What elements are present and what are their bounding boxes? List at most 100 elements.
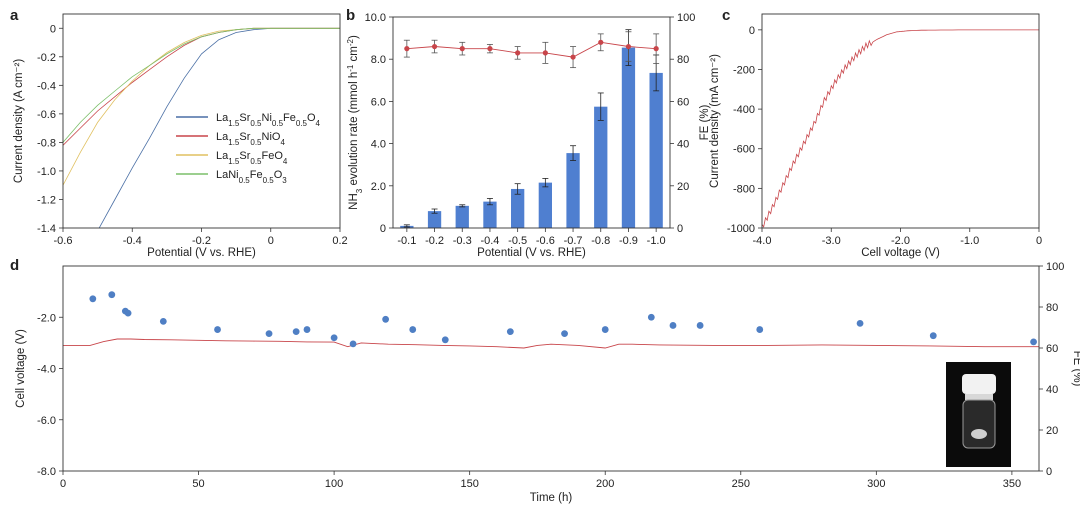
panel-b-ylabel-part-0: NH bbox=[348, 193, 360, 210]
panel-a-legend-label-2: La1.5Sr0.5FeO4 bbox=[216, 150, 288, 166]
panel-a-legend-label-1: La1.5Sr0.5NiO4 bbox=[216, 131, 285, 147]
panel-b-fe-point bbox=[515, 50, 521, 56]
panel-b-bar bbox=[511, 188, 525, 228]
panel-b-bar bbox=[455, 205, 469, 228]
panel-b-bar bbox=[538, 182, 552, 228]
panel-d-xtick-label: 200 bbox=[596, 478, 614, 490]
panel-c-xtick-label: 0 bbox=[1036, 235, 1042, 247]
panel-a-legend-label-2-part-0: La bbox=[216, 150, 229, 162]
panel-d-ytick-label: -4.0 bbox=[37, 364, 56, 376]
panel-a-legend-label-0-part-4: Ni bbox=[262, 112, 272, 124]
panel-a-ytick-label: -0.8 bbox=[37, 137, 56, 149]
panel-b-right-ytick-label: 20 bbox=[677, 181, 689, 193]
panel-b-right-ytick-label: 0 bbox=[677, 223, 683, 235]
panel-label-b: b bbox=[346, 7, 355, 24]
panel-a-line-1 bbox=[63, 27, 340, 146]
panel-b-bar bbox=[566, 153, 580, 228]
panel-a-ytick-label: -0.2 bbox=[37, 52, 56, 64]
panel-d-xtick-label: 0 bbox=[60, 478, 66, 490]
panel-a-ytick-label: -1.0 bbox=[37, 166, 56, 178]
panel-a-legend-label-2-part-2: Sr bbox=[239, 150, 250, 162]
panel-a-legend-label-0-part-2: Sr bbox=[239, 112, 250, 124]
panel-c-ytick-label: 0 bbox=[749, 25, 755, 37]
panel-a-legend-label-0-part-7: 0.5 bbox=[296, 119, 308, 128]
panel-a-legend-label-1-part-2: Sr bbox=[239, 131, 250, 143]
panel-b-fe-point bbox=[459, 46, 465, 52]
panel-d-fe-point bbox=[382, 315, 390, 323]
panel-d-fe-point bbox=[349, 340, 357, 348]
panel-b-xtick-label: -0.6 bbox=[536, 235, 555, 247]
panel-a-legend-label-0-part-5: 0.5 bbox=[272, 119, 284, 128]
panel-b-xtick-label: -1.0 bbox=[647, 235, 666, 247]
panel-d-fe-point bbox=[159, 317, 167, 325]
panel-d-ylabel: Cell voltage (V) bbox=[15, 329, 27, 408]
panel-b-bar bbox=[649, 72, 663, 228]
panel-c-xtick-label: -1.0 bbox=[960, 235, 979, 247]
panel-d-xtick-label: 350 bbox=[1003, 478, 1021, 490]
panel-b-ylabel-part-2: evolution rate (mmol h bbox=[348, 72, 360, 189]
panel-a-ytick-label: -1.2 bbox=[37, 194, 56, 206]
panel-a-xtick-label: -0.6 bbox=[54, 235, 73, 247]
panel-c-xtick-label: -2.0 bbox=[891, 235, 910, 247]
panel-b-fe-point bbox=[404, 46, 410, 52]
panel-a-xtick-label: -0.4 bbox=[123, 235, 142, 247]
panel-a-legend-label-0-part-0: La bbox=[216, 112, 229, 124]
panel-b-bar bbox=[427, 211, 442, 228]
panel-b-fe-point bbox=[653, 46, 659, 52]
panel-b-fe-point bbox=[542, 50, 548, 56]
panel-b-xtick-label: -0.5 bbox=[508, 235, 527, 247]
panel-d-ytick-label: -8.0 bbox=[37, 466, 56, 478]
panel-b-ylabel-part-5: -2 bbox=[346, 38, 355, 46]
panel-d-fe-point bbox=[124, 309, 132, 317]
panel-d-right-ytick-label: 0 bbox=[1046, 466, 1052, 478]
panel-b-ytick-label: 2.0 bbox=[371, 181, 386, 193]
panel-a-xtick-label: 0 bbox=[268, 235, 274, 247]
panel-a-legend-label-0: La1.5Sr0.5Ni0.5Fe0.5O4 bbox=[216, 112, 321, 128]
panel-d-fe-point bbox=[330, 334, 338, 342]
panel-a-ytick-label: -1.4 bbox=[37, 223, 56, 235]
panel-a-legend-label-1-part-1: 1.5 bbox=[228, 138, 240, 147]
panel-b-ytick-label: 0 bbox=[380, 223, 386, 235]
panel-d-right-ytick-label: 100 bbox=[1046, 261, 1064, 273]
panel-d-fe-point bbox=[441, 336, 449, 344]
panel-c-ylabel: Current density (mA cm⁻²) bbox=[709, 54, 721, 188]
panel-a-chart: -0.6 -0.4 -0.2 0 0.2 -1.4 -1.2 -1.0 -0.8 -0.6 -0.4… bbox=[13, 13, 348, 259]
panel-c-line bbox=[762, 29, 1039, 228]
panel-d-xtick-label: 100 bbox=[325, 478, 343, 490]
panel-d-fe-point bbox=[89, 295, 97, 303]
panel-a-legend-label-0-part-9: 4 bbox=[316, 119, 321, 128]
panel-b-fe-point bbox=[598, 39, 604, 45]
panel-b-xtick-label: -0.9 bbox=[619, 235, 638, 247]
panel-b-xtick-label: -0.2 bbox=[425, 235, 444, 247]
panel-a-series bbox=[63, 27, 340, 228]
panel-a-legend-label-2-part-3: 0.5 bbox=[250, 157, 262, 166]
panel-d-fe-point bbox=[601, 326, 609, 333]
panel-c-ytick-label: -200 bbox=[733, 64, 755, 76]
panel-b-xtick-label: -0.8 bbox=[591, 235, 610, 247]
panel-d-fe-point bbox=[929, 332, 937, 340]
panel-a-legend-label-3-part-2: Fe bbox=[250, 169, 263, 181]
panel-b-xtick-label: -0.3 bbox=[453, 235, 472, 247]
panel-label-c: c bbox=[722, 7, 730, 24]
panel-d-ylabel-right: FE (%) bbox=[1071, 351, 1080, 387]
panel-a-legend-label-3-part-4: O bbox=[274, 169, 283, 181]
panel-a-ylabel: Current density (A cm⁻²) bbox=[13, 59, 25, 183]
panel-d-fe-point bbox=[647, 313, 655, 321]
panel-a-legend-label-1-part-3: 0.5 bbox=[250, 138, 262, 147]
panel-b-ylabel-part-3: -1 bbox=[346, 64, 355, 72]
panel-d-fe-point bbox=[292, 328, 300, 335]
panel-b-fe-point bbox=[431, 43, 438, 50]
panel-c-chart: -4.0 -3.0 -2.0 -1.0 0 -1000 -800 -600 -400 -200 0 C… bbox=[709, 13, 1042, 259]
panel-b-bar bbox=[483, 201, 497, 228]
panel-d-fe-point bbox=[108, 291, 116, 299]
panel-a-xlabel: Potential (V vs. RHE) bbox=[147, 247, 256, 259]
panel-b-bar bbox=[594, 106, 608, 228]
panel-d-fe-point bbox=[303, 326, 311, 333]
panel-c-xtick-label: -4.0 bbox=[753, 235, 772, 247]
panel-a-legend-label-3-part-0: LaNi bbox=[216, 169, 239, 181]
panel-b-right-ytick-label: 100 bbox=[677, 12, 695, 24]
panel-label-a: a bbox=[10, 7, 19, 24]
panel-b-ylabel-part-1: 3 bbox=[355, 188, 364, 193]
panel-a-xtick-label: 0.2 bbox=[332, 235, 347, 247]
